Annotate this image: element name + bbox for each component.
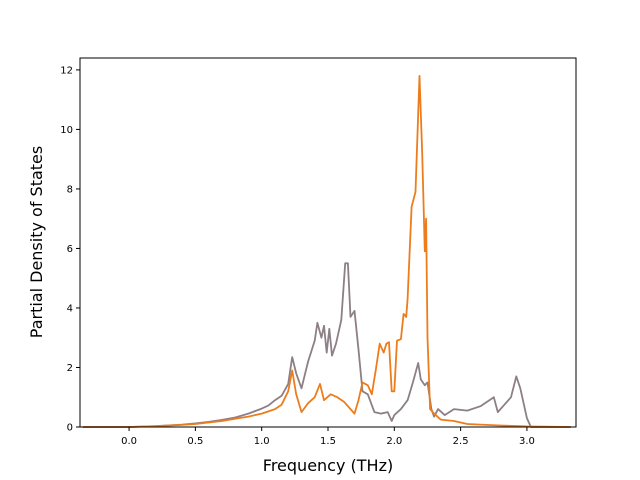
y-axis-ticks: 0 2 4 6 8 10 12 (60, 65, 80, 434)
y-tick-label: 2 (67, 363, 73, 374)
x-tick-label: 1.5 (320, 436, 336, 447)
x-tick-label: 2.5 (453, 436, 469, 447)
x-axis-ticks: 0.0 0.5 1.0 1.5 2.0 2.5 3.0 (121, 427, 535, 447)
x-tick-label: 0.0 (121, 436, 137, 447)
y-tick-label: 6 (67, 244, 73, 255)
x-tick-label: 1.0 (254, 436, 270, 447)
y-axis-label: Partial Density of States (27, 146, 46, 338)
x-tick-label: 0.5 (187, 436, 203, 447)
y-tick-label: 4 (67, 303, 73, 314)
x-tick-label: 3.0 (519, 436, 535, 447)
plot-background (80, 58, 576, 427)
series-layer (82, 75, 571, 428)
y-tick-label: 12 (60, 65, 73, 76)
series-line-1 (82, 262, 571, 428)
y-tick-label: 8 (67, 184, 73, 195)
x-tick-label: 2.0 (386, 436, 402, 447)
y-tick-label: 0 (67, 423, 73, 434)
y-tick-label: 10 (60, 125, 73, 136)
series-line-2 (82, 75, 571, 428)
x-axis-label: Frequency (THz) (263, 456, 393, 475)
